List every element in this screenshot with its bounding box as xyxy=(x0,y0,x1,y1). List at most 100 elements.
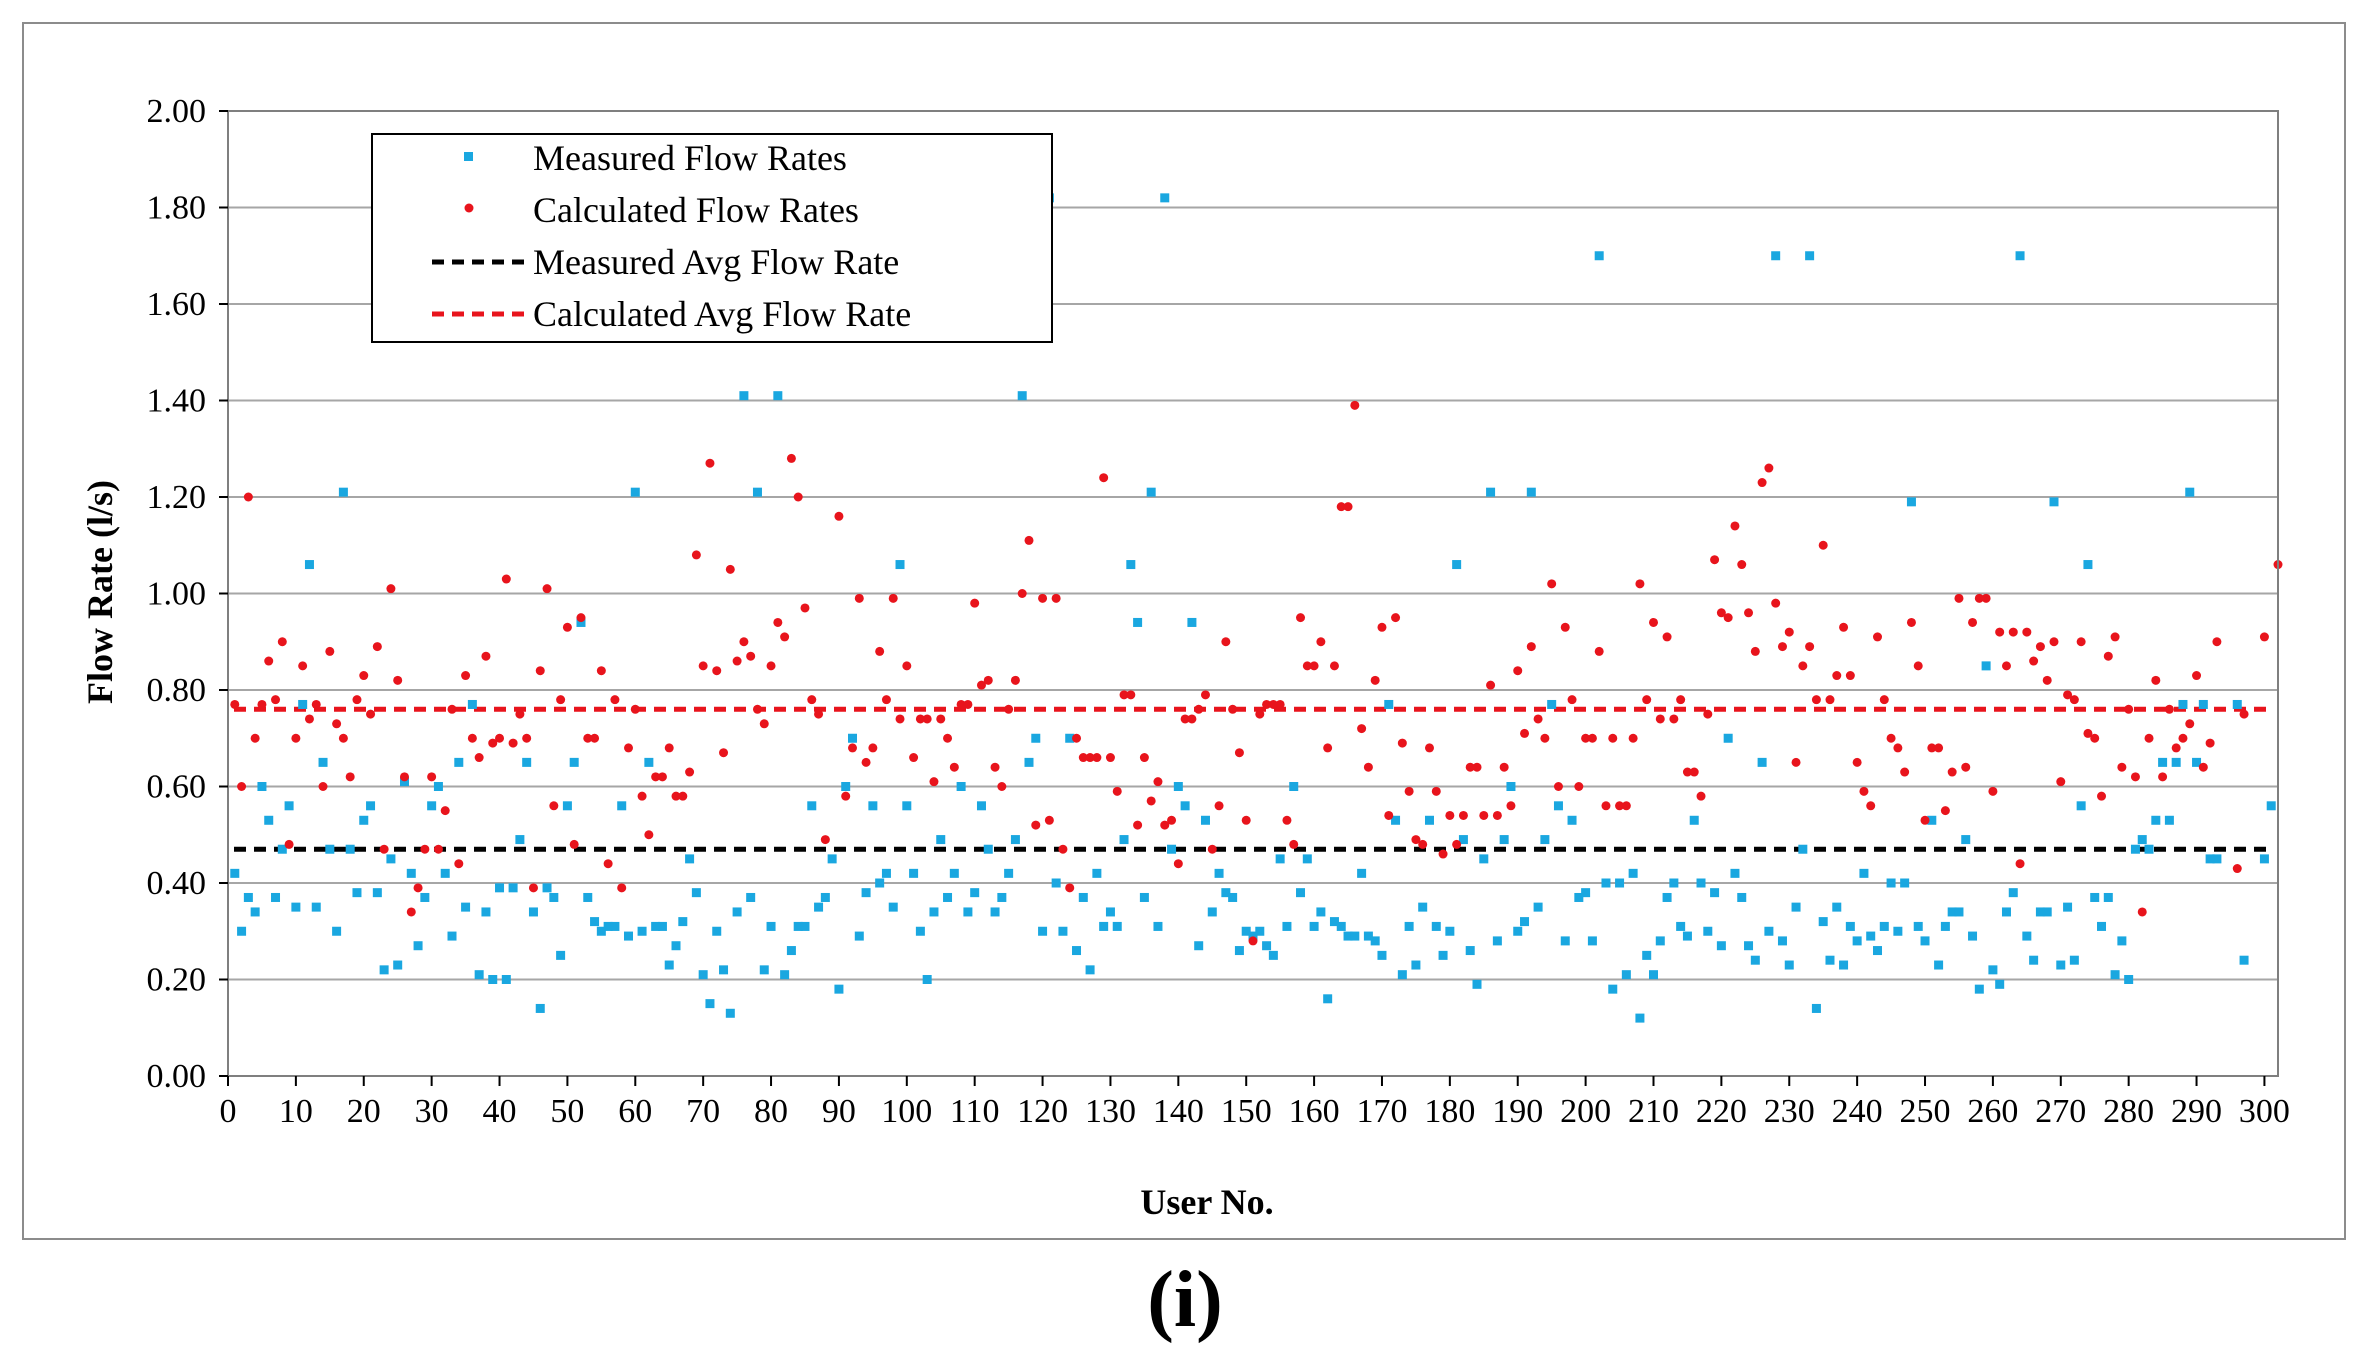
calculated-point xyxy=(1879,695,1889,705)
y-tick-label: 1.20 xyxy=(147,479,207,516)
measured-point xyxy=(562,801,572,811)
measured-point xyxy=(1024,757,1034,767)
measured-point xyxy=(277,844,287,854)
calculated-point xyxy=(1255,709,1265,719)
calculated-point xyxy=(1988,786,1998,796)
calculated-point xyxy=(1723,613,1733,623)
calculated-point xyxy=(623,743,633,753)
calculated-point xyxy=(556,695,566,705)
measured-point xyxy=(1234,946,1244,956)
measured-point xyxy=(556,950,566,960)
calculated-point xyxy=(807,695,817,705)
measured-point xyxy=(352,888,362,898)
calculated-point xyxy=(515,709,525,719)
calculated-point xyxy=(1594,646,1604,656)
calculated-point xyxy=(1173,859,1183,869)
measured-point xyxy=(1499,835,1509,845)
legend: Measured Flow Rates Calculated Flow Rate… xyxy=(371,133,1053,343)
calculated-point xyxy=(2205,738,2215,748)
calculated-point xyxy=(257,699,267,709)
calculated-point xyxy=(467,733,477,743)
calculated-point xyxy=(1791,757,1801,767)
measured-point xyxy=(1716,941,1726,951)
calculated-point xyxy=(1601,801,1611,811)
calculated-point xyxy=(691,550,701,560)
measured-point xyxy=(1289,782,1299,791)
measured-point xyxy=(1370,936,1380,946)
measured-point xyxy=(1798,844,1808,854)
calculated-point xyxy=(237,782,247,791)
calculated-point xyxy=(1771,598,1781,608)
measured-point xyxy=(1676,921,1686,931)
calculated-point xyxy=(1486,680,1496,690)
measured-point xyxy=(1567,815,1577,825)
measured-point xyxy=(495,883,505,893)
calculated-point xyxy=(685,767,695,777)
x-tick-label: 120 xyxy=(1017,1093,1068,1130)
calculated-point xyxy=(705,458,715,468)
measured-point xyxy=(1771,251,1781,261)
measured-point xyxy=(1723,733,1733,743)
measured-point xyxy=(719,965,729,975)
measured-point xyxy=(997,892,1007,902)
calculated-point xyxy=(1784,627,1794,637)
calculated-point xyxy=(671,791,681,801)
calculated-point xyxy=(1873,632,1883,642)
measured-point xyxy=(963,907,973,917)
measured-point xyxy=(949,868,959,878)
measured-point xyxy=(2198,699,2208,709)
calculated-point xyxy=(1567,695,1577,705)
calculated-point xyxy=(1886,733,1896,743)
calculated-point xyxy=(2008,627,2018,637)
measured-point xyxy=(780,970,790,980)
measured-point xyxy=(1472,979,1482,989)
measured-point xyxy=(2103,892,2113,902)
x-tick-label: 40 xyxy=(483,1093,517,1130)
measured-point xyxy=(1886,878,1896,888)
calculated-point xyxy=(1648,617,1658,627)
measured-point xyxy=(1852,936,1862,946)
calculated-point xyxy=(2022,627,2032,637)
calculated-point xyxy=(868,743,878,753)
x-tick-label: 30 xyxy=(415,1093,449,1130)
calculated-point xyxy=(2063,690,2073,700)
measured-point xyxy=(1221,888,1231,898)
calculated-point xyxy=(861,757,871,767)
measured-point xyxy=(1404,921,1414,931)
x-tick-label: 160 xyxy=(1289,1093,1340,1130)
measured-point xyxy=(1316,907,1326,917)
measured-point xyxy=(1832,902,1842,912)
x-tick-label: 280 xyxy=(2103,1093,2154,1130)
x-tick-label: 300 xyxy=(2239,1093,2290,1130)
calculated-point xyxy=(2042,675,2052,685)
calculated-point xyxy=(1160,820,1170,830)
measured-point xyxy=(1431,921,1441,931)
calculated-point xyxy=(1553,782,1563,791)
measured-point xyxy=(786,946,796,956)
measured-point xyxy=(1167,844,1177,854)
calculated-point xyxy=(298,661,308,671)
calculated-point xyxy=(488,738,498,748)
measured-point xyxy=(590,917,600,927)
measured-point xyxy=(2117,936,2127,946)
calculated-point xyxy=(379,844,389,854)
measured-point xyxy=(705,999,715,1009)
measured-point xyxy=(1839,960,1849,970)
calculated-point xyxy=(1085,753,1095,763)
calculated-point xyxy=(1737,560,1747,570)
calculated-point xyxy=(2198,762,2208,772)
x-tick-label: 110 xyxy=(950,1093,1000,1130)
calculated-point xyxy=(2035,642,2045,652)
calculated-point xyxy=(271,695,281,705)
measured-point xyxy=(1601,878,1611,888)
measured-point xyxy=(2069,955,2079,965)
calculated-point xyxy=(1615,801,1625,811)
calculated-point xyxy=(1044,815,1054,825)
measured-point xyxy=(1648,970,1658,980)
measured-point xyxy=(698,970,708,980)
measured-point xyxy=(888,902,898,912)
measured-point xyxy=(1397,970,1407,980)
measured-point xyxy=(644,757,654,767)
calculated-point xyxy=(2029,656,2039,666)
calculated-point xyxy=(352,695,362,705)
